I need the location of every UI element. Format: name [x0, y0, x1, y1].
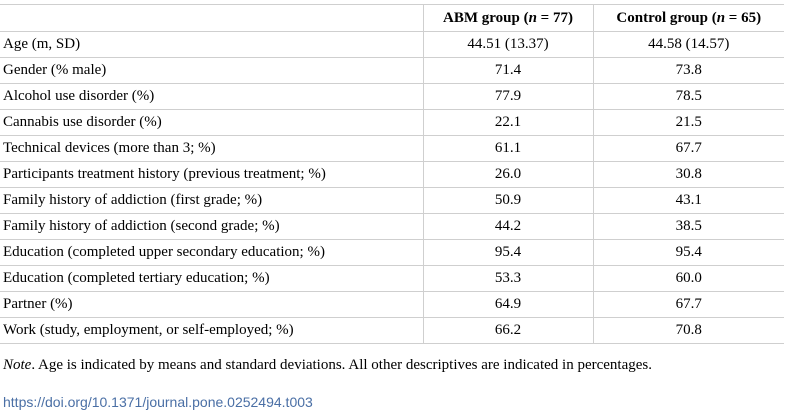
- abm-value: 71.4: [422, 57, 593, 84]
- header-control-n-symbol: n: [716, 10, 726, 26]
- table-row: Partner (%) 64.9 67.7: [0, 291, 784, 318]
- doi-link[interactable]: https://doi.org/10.1371/journal.pone.025…: [3, 394, 313, 410]
- table-row: Work (study, employment, or self-employe…: [0, 317, 784, 344]
- header-control-prefix: Control group (: [616, 10, 717, 26]
- row-label: Cannabis use disorder (%): [0, 109, 423, 136]
- table-header: ABM group (n = 77) Control group (n = 65…: [0, 4, 784, 32]
- row-label: Participants treatment history (previous…: [0, 161, 423, 188]
- table-body: Age (m, SD) 44.51 (13.37) 44.58 (14.57) …: [0, 31, 784, 344]
- abm-value: 44.2: [422, 213, 593, 240]
- abm-value: 77.9: [422, 83, 593, 110]
- table-row: Family history of addiction (second grad…: [0, 213, 784, 240]
- control-value: 73.8: [592, 57, 784, 84]
- table-row: Age (m, SD) 44.51 (13.37) 44.58 (14.57): [0, 31, 784, 58]
- control-value: 30.8: [592, 161, 784, 188]
- row-label: Technical devices (more than 3; %): [0, 135, 423, 162]
- table-note: Note. Age is indicated by means and stan…: [3, 357, 652, 374]
- control-value: 44.58 (14.57): [592, 31, 784, 58]
- control-value: 21.5: [592, 109, 784, 136]
- abm-value: 61.1: [422, 135, 593, 162]
- control-value: 67.7: [592, 135, 784, 162]
- header-abm-group: ABM group (n = 77): [422, 4, 593, 32]
- demographics-table-wrapper: ABM group (n = 77) Control group (n = 65…: [0, 4, 784, 344]
- header-label-column: [0, 4, 423, 32]
- header-control-suffix: = 65): [725, 10, 762, 26]
- table-row: Technical devices (more than 3; %) 61.1 …: [0, 135, 784, 162]
- control-value: 70.8: [592, 317, 784, 344]
- control-value: 67.7: [592, 291, 784, 318]
- row-label: Partner (%): [0, 291, 423, 318]
- table-row: Education (completed upper secondary edu…: [0, 239, 784, 266]
- table-row: Cannabis use disorder (%) 22.1 21.5: [0, 109, 784, 136]
- abm-value: 95.4: [422, 239, 593, 266]
- row-label: Alcohol use disorder (%): [0, 83, 423, 110]
- abm-value: 66.2: [422, 317, 593, 344]
- row-label: Gender (% male): [0, 57, 423, 84]
- control-value: 38.5: [592, 213, 784, 240]
- note-label: Note: [3, 357, 32, 373]
- abm-value: 44.51 (13.37): [422, 31, 593, 58]
- table-row: Participants treatment history (previous…: [0, 161, 784, 188]
- row-label: Family history of addiction (second grad…: [0, 213, 423, 240]
- row-label: Education (completed upper secondary edu…: [0, 239, 423, 266]
- row-label: Age (m, SD): [0, 31, 423, 58]
- abm-value: 53.3: [422, 265, 593, 292]
- control-value: 43.1: [592, 187, 784, 214]
- header-abm-prefix: ABM group (: [443, 10, 529, 26]
- table-row: Education (completed tertiary education;…: [0, 265, 784, 292]
- control-value: 78.5: [592, 83, 784, 110]
- abm-value: 26.0: [422, 161, 593, 188]
- table-row: Family history of addiction (first grade…: [0, 187, 784, 214]
- abm-value: 50.9: [422, 187, 593, 214]
- demographics-table: ABM group (n = 77) Control group (n = 65…: [0, 4, 784, 344]
- row-label: Work (study, employment, or self-employe…: [0, 317, 423, 344]
- header-row: ABM group (n = 77) Control group (n = 65…: [0, 4, 784, 32]
- note-text: . Age is indicated by means and standard…: [31, 357, 652, 373]
- control-value: 60.0: [592, 265, 784, 292]
- row-label: Education (completed tertiary education;…: [0, 265, 423, 292]
- control-value: 95.4: [592, 239, 784, 266]
- header-control-group: Control group (n = 65): [592, 4, 784, 32]
- abm-value: 64.9: [422, 291, 593, 318]
- table-row: Alcohol use disorder (%) 77.9 78.5: [0, 83, 784, 110]
- row-label: Family history of addiction (first grade…: [0, 187, 423, 214]
- abm-value: 22.1: [422, 109, 593, 136]
- header-abm-n-symbol: n: [528, 10, 537, 26]
- table-row: Gender (% male) 71.4 73.8: [0, 57, 784, 84]
- header-abm-suffix: = 77): [536, 10, 573, 26]
